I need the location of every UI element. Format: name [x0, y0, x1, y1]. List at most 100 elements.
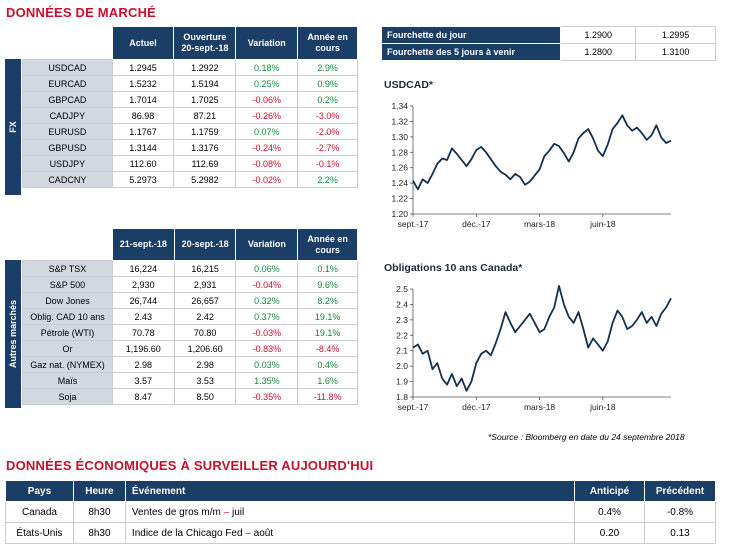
row-ytd: -11.8% — [297, 388, 358, 405]
row-current: 26,744 — [111, 292, 175, 309]
other-header-previous-text: 20-sept.-18 — [181, 239, 229, 249]
economic-time: 8h30 — [72, 501, 126, 523]
market-row: CADJPY 86.98 87.21 -0.26% -3.0% — [22, 107, 358, 124]
x-tick-label: sept.-17 — [398, 219, 429, 229]
market-row: Maïs 3.57 3.53 1.35% 1.6% — [22, 372, 358, 389]
y-tick-label: 1.34 — [391, 101, 408, 111]
row-label: Or — [22, 340, 113, 357]
market-row: Or 1,196.60 1,206.60 -0.83% -8.4% — [22, 340, 358, 357]
range-label: Fourchette du jour — [380, 26, 562, 44]
range-row: Fourchette des 5 jours à venir 1.2800 1.… — [380, 43, 716, 61]
fx-header-ytd: Année en cours — [297, 26, 358, 60]
range-high: 1.3100 — [635, 43, 716, 61]
row-change: 0.07% — [235, 123, 299, 140]
market-row: CADCNY 5.2973 5.2982 -0.02% 2.2% — [22, 171, 358, 188]
row-previous: 26,657 — [173, 292, 237, 309]
market-row: Gaz nat. (NYMEX) 2.98 2.98 0.03% 0.4% — [22, 356, 358, 373]
y-tick-label: 2.0 — [396, 361, 408, 371]
economic-time: 8h30 — [72, 522, 126, 544]
event-sub: juil — [231, 506, 245, 518]
row-change: 0.37% — [235, 308, 299, 325]
row-previous: 2,931 — [173, 276, 237, 293]
row-ytd: 19.1% — [297, 324, 358, 341]
row-change: -0.08% — [235, 155, 299, 172]
y-tick-label: 2.1 — [396, 346, 408, 356]
other-header-current-text: 21-sept.-18 — [119, 239, 167, 249]
range-low: 1.2800 — [560, 43, 637, 61]
row-previous: 1.7025 — [173, 91, 237, 108]
row-previous: 1.1759 — [173, 123, 237, 140]
event-sub: août — [253, 527, 274, 539]
row-current: 2.43 — [111, 308, 175, 325]
x-tick-label: sept.-17 — [398, 402, 429, 412]
fx-header-change-text: Variation — [247, 37, 286, 48]
row-change: -0.24% — [235, 139, 299, 156]
row-previous: 3.53 — [173, 372, 237, 389]
row-previous: 1.2922 — [173, 59, 237, 76]
fx-side-label-text: FX — [8, 121, 18, 133]
economic-previous: -0.8% — [644, 501, 716, 523]
fx-header-current-text: Actuel — [129, 37, 157, 48]
range-table: Fourchette du jour 1.2900 1.2995 Fourche… — [380, 26, 716, 61]
y-tick-label: 1.20 — [391, 209, 408, 219]
market-row: EURCAD 1.5232 1.5194 0.25% 0.9% — [22, 75, 358, 92]
range-low: 1.2900 — [560, 26, 637, 44]
row-change: 0.25% — [235, 75, 299, 92]
economic-country: États-Unis — [5, 522, 74, 544]
market-row: USDCAD 1.2945 1.2922 0.18% 2.9% — [22, 59, 358, 76]
row-current: 1.1767 — [111, 123, 175, 140]
row-label: Soja — [22, 388, 113, 405]
other-header-previous: 20-sept.-18 — [173, 228, 237, 261]
economic-table: Pays Heure Événement Anticipé Précédent … — [5, 480, 716, 544]
row-current: 112.60 — [111, 155, 175, 172]
row-ytd: 1.6% — [297, 372, 358, 389]
row-previous: 2.98 — [173, 356, 237, 373]
row-ytd: -2.7% — [297, 139, 358, 156]
row-previous: 1,206.60 — [173, 340, 237, 357]
other-header-change: Variation — [235, 228, 299, 261]
row-change: -0.04% — [235, 276, 299, 293]
economic-expected: 0.20 — [574, 522, 645, 544]
range-high: 1.2995 — [635, 26, 716, 44]
event-main: Indice de la Chicago Fed — [131, 527, 243, 539]
x-tick-label: mars-18 — [524, 402, 555, 412]
x-tick-label: déc.-17 — [462, 219, 491, 229]
header-previous: Précédent — [644, 480, 716, 502]
row-previous: 1.5194 — [173, 75, 237, 92]
row-label: Gaz nat. (NYMEX) — [22, 356, 113, 373]
row-previous: 8.50 — [173, 388, 237, 405]
row-current: 70.78 — [111, 324, 175, 341]
row-previous: 2.42 — [173, 308, 237, 325]
x-tick-label: déc.-17 — [462, 402, 491, 412]
row-change: 0.18% — [235, 59, 299, 76]
row-current: 1.7014 — [111, 91, 175, 108]
bond-chart: 1.8 1.9 2.0 2.1 2.2 2.3 2.4 2.5 sept.-17 déc.-17 m… — [396, 284, 672, 412]
row-change: 1.35% — [235, 372, 299, 389]
row-ytd: 0.1% — [297, 260, 358, 277]
event-main: Ventes de gros m/m — [131, 506, 221, 518]
row-label: Maïs — [22, 372, 113, 389]
fx-table: Actuel Ouverture 20-sept.-18 Variation An… — [22, 26, 358, 188]
row-label: USDCAD — [22, 59, 113, 76]
market-row: GBPUSD 1.3144 1.3176 -0.24% -2.7% — [22, 139, 358, 156]
row-current: 5.2973 — [111, 171, 175, 188]
row-ytd: 19.1% — [297, 308, 358, 325]
bond-chart-title: Obligations 10 ans Canada* — [384, 262, 523, 274]
row-change: -0.02% — [235, 171, 299, 188]
row-current: 1.2945 — [111, 59, 175, 76]
other-corner — [22, 228, 113, 261]
market-row: GBPCAD 1.7014 1.7025 -0.06% 0.2% — [22, 91, 358, 108]
economic-country: Canada — [5, 501, 74, 523]
row-ytd: -8.4% — [297, 340, 358, 357]
market-row: Oblig. CAD 10 ans 2.43 2.42 0.37% 19.1% — [22, 308, 358, 325]
y-tick-label: 1.8 — [396, 392, 408, 402]
other-header-current: 21-sept.-18 — [111, 228, 175, 261]
row-ytd: 0.2% — [297, 91, 358, 108]
header-country: Pays — [5, 480, 74, 502]
row-label: GBPUSD — [22, 139, 113, 156]
row-label: CADJPY — [22, 107, 113, 124]
fx-side-label: FX — [5, 59, 21, 195]
row-label: Oblig. CAD 10 ans — [22, 308, 113, 325]
row-ytd: -3.0% — [297, 107, 358, 124]
y-tick-label: 2.4 — [396, 299, 408, 309]
